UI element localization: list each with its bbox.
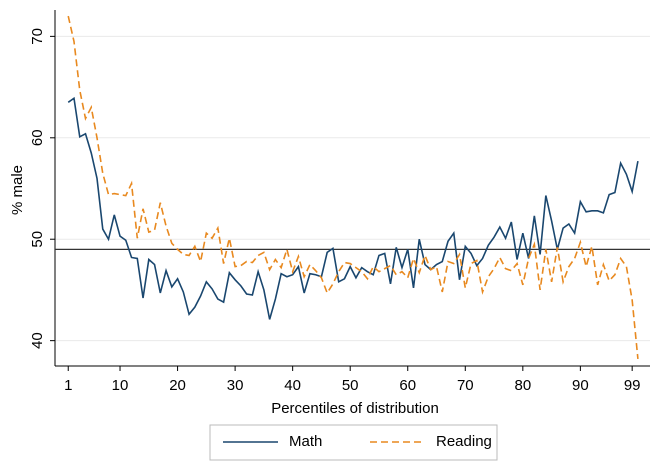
x-tick-label: 70 bbox=[457, 377, 474, 394]
y-axis-label: % male bbox=[9, 165, 26, 215]
y-tick-label: 60 bbox=[29, 129, 46, 146]
x-tick-label: 30 bbox=[227, 377, 244, 394]
legend-label: Math bbox=[289, 433, 322, 450]
legend-label: Reading bbox=[436, 433, 492, 450]
y-tick-label: 50 bbox=[29, 231, 46, 248]
x-tick-label: 80 bbox=[514, 377, 531, 394]
y-tick-label: 40 bbox=[29, 332, 46, 349]
x-axis-label: Percentiles of distribution bbox=[271, 400, 439, 417]
x-tick-label: 60 bbox=[399, 377, 416, 394]
x-tick-label: 90 bbox=[572, 377, 589, 394]
series-line bbox=[67, 96, 639, 320]
x-tick-label: 10 bbox=[112, 377, 129, 394]
x-tick-label: 40 bbox=[284, 377, 301, 394]
x-tick-label: 99 bbox=[624, 377, 641, 394]
x-tick-label: 50 bbox=[342, 377, 359, 394]
x-tick-label: 20 bbox=[169, 377, 186, 394]
y-tick-label: 70 bbox=[29, 28, 46, 45]
series-line bbox=[67, 15, 639, 359]
x-tick-label: 1 bbox=[64, 377, 72, 394]
